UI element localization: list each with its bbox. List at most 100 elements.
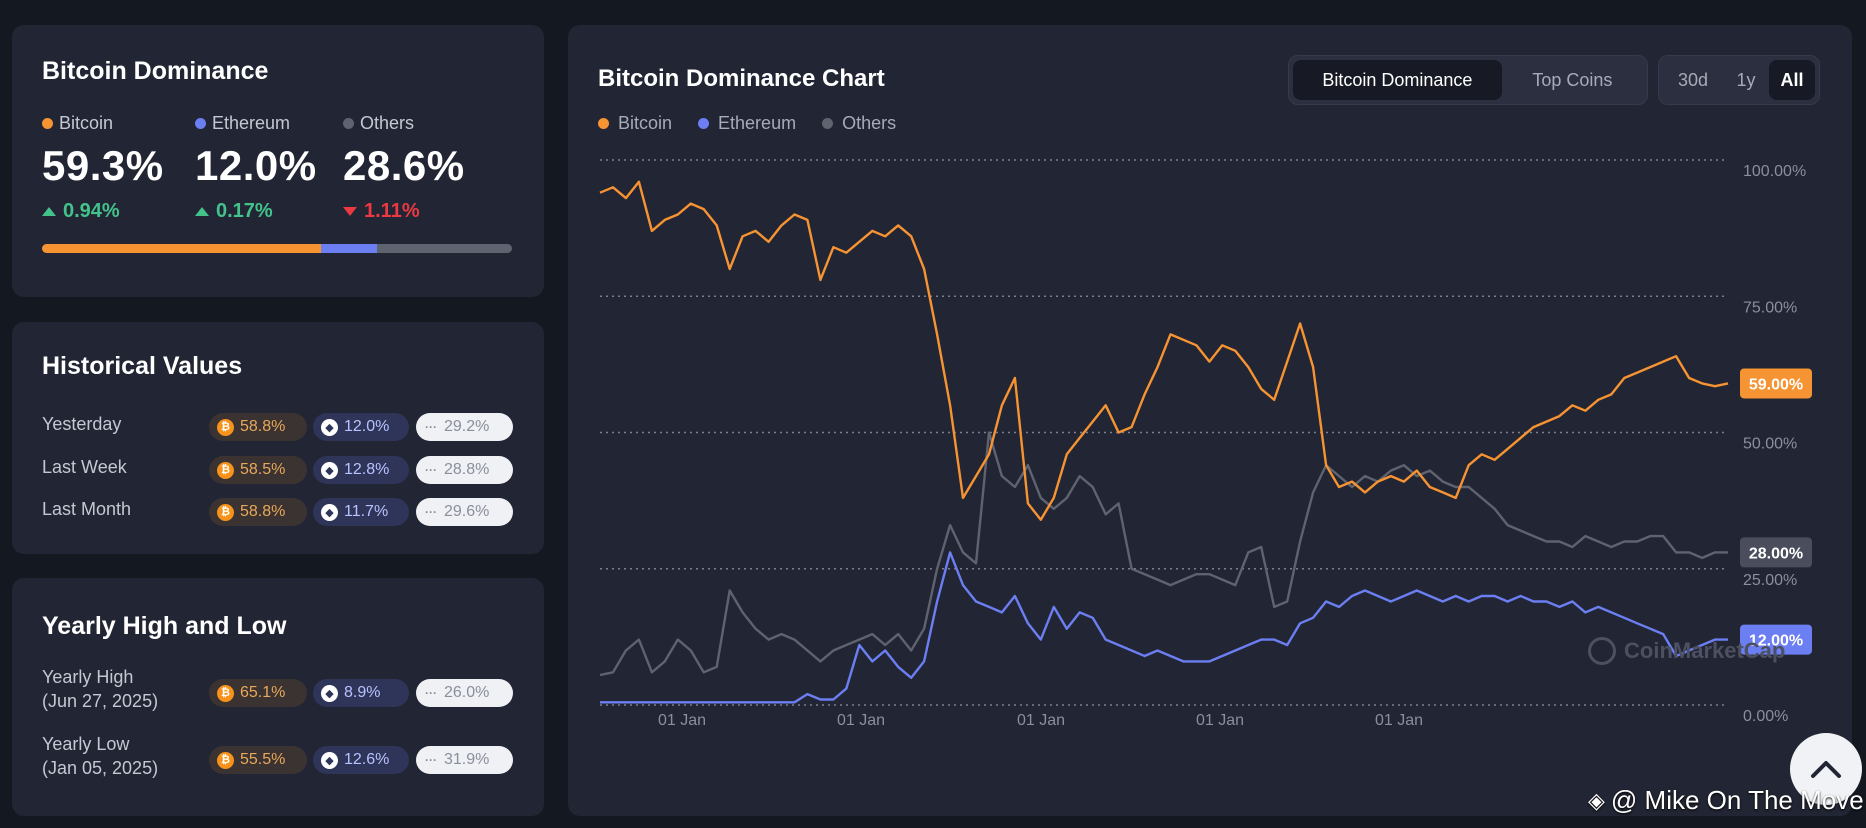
yearly-card: Yearly High and Low Yearly High (Jun 27,… (12, 578, 544, 816)
dominance-bar-bitcoin (42, 244, 321, 253)
series-line-ethereum (600, 551, 1728, 704)
chart-legend: Bitcoin Ethereum Others (598, 113, 896, 134)
x-tick-label: 01 Jan (1375, 712, 1423, 729)
tab-bitcoin-dominance[interactable]: Bitcoin Dominance (1293, 60, 1502, 100)
btc-value: 58.5% (240, 461, 286, 478)
yearly-row-date: (Jan 05, 2025) (42, 758, 159, 778)
x-tick-label: 01 Jan (837, 712, 885, 729)
others-value: 26.0% (444, 684, 490, 701)
eth-pill: ◆ 12.6% (313, 746, 409, 774)
bitcoin-dot-icon (42, 118, 53, 129)
others-icon: ··· (425, 505, 437, 519)
dominance-value: 28.6% (343, 142, 465, 189)
x-tick-label: 01 Jan (1017, 712, 1065, 729)
dominance-bar (42, 244, 512, 253)
x-tick-label: 01 Jan (1196, 712, 1244, 729)
btc-pill: ₿ 58.5% (209, 456, 307, 484)
series-line-others (599, 431, 1728, 677)
legend-label: Others (842, 113, 897, 133)
dominance-change: 0.94% (63, 200, 120, 222)
arrow-up-icon (42, 207, 56, 216)
dominance-bitcoin: Bitcoin 59.3% 0.94% (42, 113, 164, 223)
yearly-label: Yearly High (Jun 27, 2025) (42, 665, 158, 713)
range-toggle: 30d 1y All (1658, 55, 1820, 105)
legend-ethereum[interactable]: Ethereum (698, 113, 796, 134)
others-value: 29.6% (444, 503, 490, 520)
range-30d[interactable]: 30d (1677, 69, 1709, 90)
btc-pill: ₿ 55.5% (209, 746, 307, 774)
ethereum-icon: ◆ (321, 684, 338, 702)
others-icon: ··· (425, 463, 437, 477)
others-dot-icon (822, 118, 834, 129)
bitcoin-icon: ₿ (217, 461, 234, 479)
range-all[interactable]: All (1769, 60, 1815, 100)
eth-value: 12.0% (344, 418, 390, 435)
btc-pill: ₿ 65.1% (209, 679, 307, 707)
ethereum-dot-icon (195, 118, 206, 129)
yearly-row-label: Yearly High (42, 667, 134, 687)
others-dot-icon (343, 118, 354, 129)
btc-pill: ₿ 58.8% (209, 498, 307, 526)
yearly-label: Yearly Low (Jan 05, 2025) (42, 732, 158, 780)
scroll-top-button[interactable] (1790, 733, 1862, 805)
dominance-change: 1.11% (364, 200, 420, 222)
bitcoin-icon: ₿ (217, 418, 234, 436)
others-icon: ··· (425, 753, 437, 767)
others-value: 28.8% (444, 461, 490, 478)
current-value-label: 12.00% (1749, 633, 1803, 650)
others-pill: ··· 28.8% (416, 456, 513, 484)
eth-pill: ◆ 12.8% (313, 456, 409, 484)
series-line-bitcoin (599, 180, 1729, 521)
others-pill: ··· 31.9% (416, 746, 513, 774)
ethereum-dot-icon (698, 118, 710, 129)
y-tick-label: 75.00% (1743, 299, 1797, 316)
others-pill: ··· 29.2% (416, 413, 513, 441)
btc-value: 58.8% (240, 418, 286, 435)
btc-value: 58.8% (240, 503, 286, 520)
historical-label: Last Month (42, 499, 132, 519)
dominance-card: Bitcoin Dominance Bitcoin 59.3% 0.94% Et… (12, 25, 544, 297)
yearly-title: Yearly High and Low (42, 612, 287, 640)
legend-label: Ethereum (718, 113, 797, 133)
range-1y[interactable]: 1y (1736, 69, 1756, 90)
eth-pill: ◆ 11.7% (313, 498, 409, 526)
eth-pill: ◆ 8.9% (313, 679, 409, 707)
credit-text: @ Mike On The Move (1610, 785, 1864, 815)
dominance-ethereum: Ethereum 12.0% 0.17% (195, 113, 317, 223)
dominance-bar-ethereum (320, 244, 378, 253)
ethereum-icon: ◆ (321, 418, 338, 436)
historical-title: Historical Values (42, 352, 243, 380)
legend-bitcoin[interactable]: Bitcoin (598, 113, 672, 134)
others-pill: ··· 26.0% (416, 679, 513, 707)
current-value-label: 59.00% (1749, 376, 1803, 393)
legend-others[interactable]: Others (822, 113, 896, 134)
historical-card: Historical Values Yesterday ₿ 58.8% ◆ 12.0… (12, 322, 544, 554)
ethereum-icon: ◆ (321, 751, 338, 769)
dominance-bar-others (377, 244, 512, 253)
y-tick-label: 100.00% (1743, 163, 1806, 180)
historical-label: Last Week (42, 457, 127, 477)
btc-value: 65.1% (240, 684, 286, 701)
dominance-line-chart: 100.00% 75.00% 50.00% 25.00% 0.00% 01 Jan 01 J… (599, 159, 1812, 729)
ethereum-icon: ◆ (321, 503, 338, 521)
view-toggle: Bitcoin Dominance Top Coins (1288, 55, 1648, 105)
ethereum-icon: ◆ (321, 461, 338, 479)
eth-value: 12.8% (344, 461, 390, 478)
bitcoin-icon: ₿ (217, 684, 234, 702)
dominance-name: Others (360, 113, 415, 133)
tab-top-coins[interactable]: Top Coins (1532, 69, 1613, 90)
bitcoin-icon: ₿ (217, 503, 234, 521)
credit-overlay: ◈ @ Mike On The Move (1588, 785, 1864, 816)
btc-value: 55.5% (240, 751, 286, 768)
others-value: 31.9% (444, 751, 490, 768)
yearly-row-label: Yearly Low (42, 734, 130, 754)
others-icon: ··· (425, 686, 437, 700)
x-tick-label: 01 Jan (658, 712, 706, 729)
y-tick-label: 0.00% (1743, 708, 1788, 725)
others-pill: ··· 29.6% (416, 498, 513, 526)
dominance-name: Bitcoin (59, 113, 114, 133)
dominance-value: 59.3% (42, 142, 164, 189)
dominance-name: Ethereum (212, 113, 291, 133)
chevron-up-icon (1811, 761, 1841, 778)
watermark-text: CoinMarketCap (1624, 638, 1786, 663)
